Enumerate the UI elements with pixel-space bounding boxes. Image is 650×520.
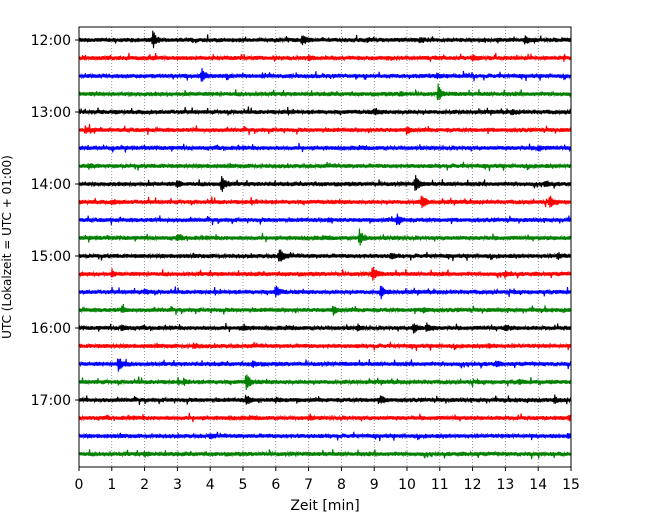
x-tick-label: 10	[398, 477, 416, 493]
x-tick-label: 15	[562, 477, 580, 493]
trace-1445	[78, 228, 572, 246]
x-axis-label: Zeit [min]	[290, 498, 359, 514]
x-tick-label: 12	[464, 477, 482, 493]
x-tick-label: 4	[206, 477, 215, 493]
trace-1215	[78, 52, 572, 62]
y-tick-label: 13:00	[31, 105, 71, 121]
y-axis-ticks: 12:00 13:00 14:00 15:00 16:00 17:00	[31, 33, 79, 409]
y-tick-label: 12:00	[31, 33, 71, 49]
y-tick-label: 17:00	[31, 393, 71, 409]
x-tick-label: 5	[239, 477, 248, 493]
seismic-traces	[78, 30, 572, 460]
y-axis-label: UTC (Lokalzeit = UTC + 01:00)	[0, 155, 14, 339]
trace-1230	[78, 68, 572, 82]
x-tick-label: 9	[370, 477, 379, 493]
x-tick-label: 0	[75, 477, 84, 493]
x-tick-label: 11	[431, 477, 449, 493]
x-tick-label: 6	[271, 477, 280, 493]
x-tick-label: 8	[337, 477, 346, 493]
y-tick-label: 14:00	[31, 177, 71, 193]
grid-lines	[111, 27, 539, 467]
trace-1630	[78, 358, 572, 372]
x-tick-label: 14	[529, 477, 547, 493]
trace-1300	[78, 106, 572, 116]
x-tick-label: 3	[173, 477, 182, 493]
x-tick-label: 2	[140, 477, 149, 493]
x-tick-label: 13	[496, 477, 514, 493]
x-tick-label: 1	[107, 477, 116, 493]
x-tick-label: 7	[304, 477, 313, 493]
plot-frame	[78, 26, 572, 468]
x-axis-ticks: 0 1 2 3 4 5 6 7 8 9 10 11 12 13 14 15	[75, 467, 580, 493]
trace-1245	[78, 83, 572, 101]
y-tick-label: 16:00	[31, 321, 71, 337]
y-tick-label: 15:00	[31, 249, 71, 265]
